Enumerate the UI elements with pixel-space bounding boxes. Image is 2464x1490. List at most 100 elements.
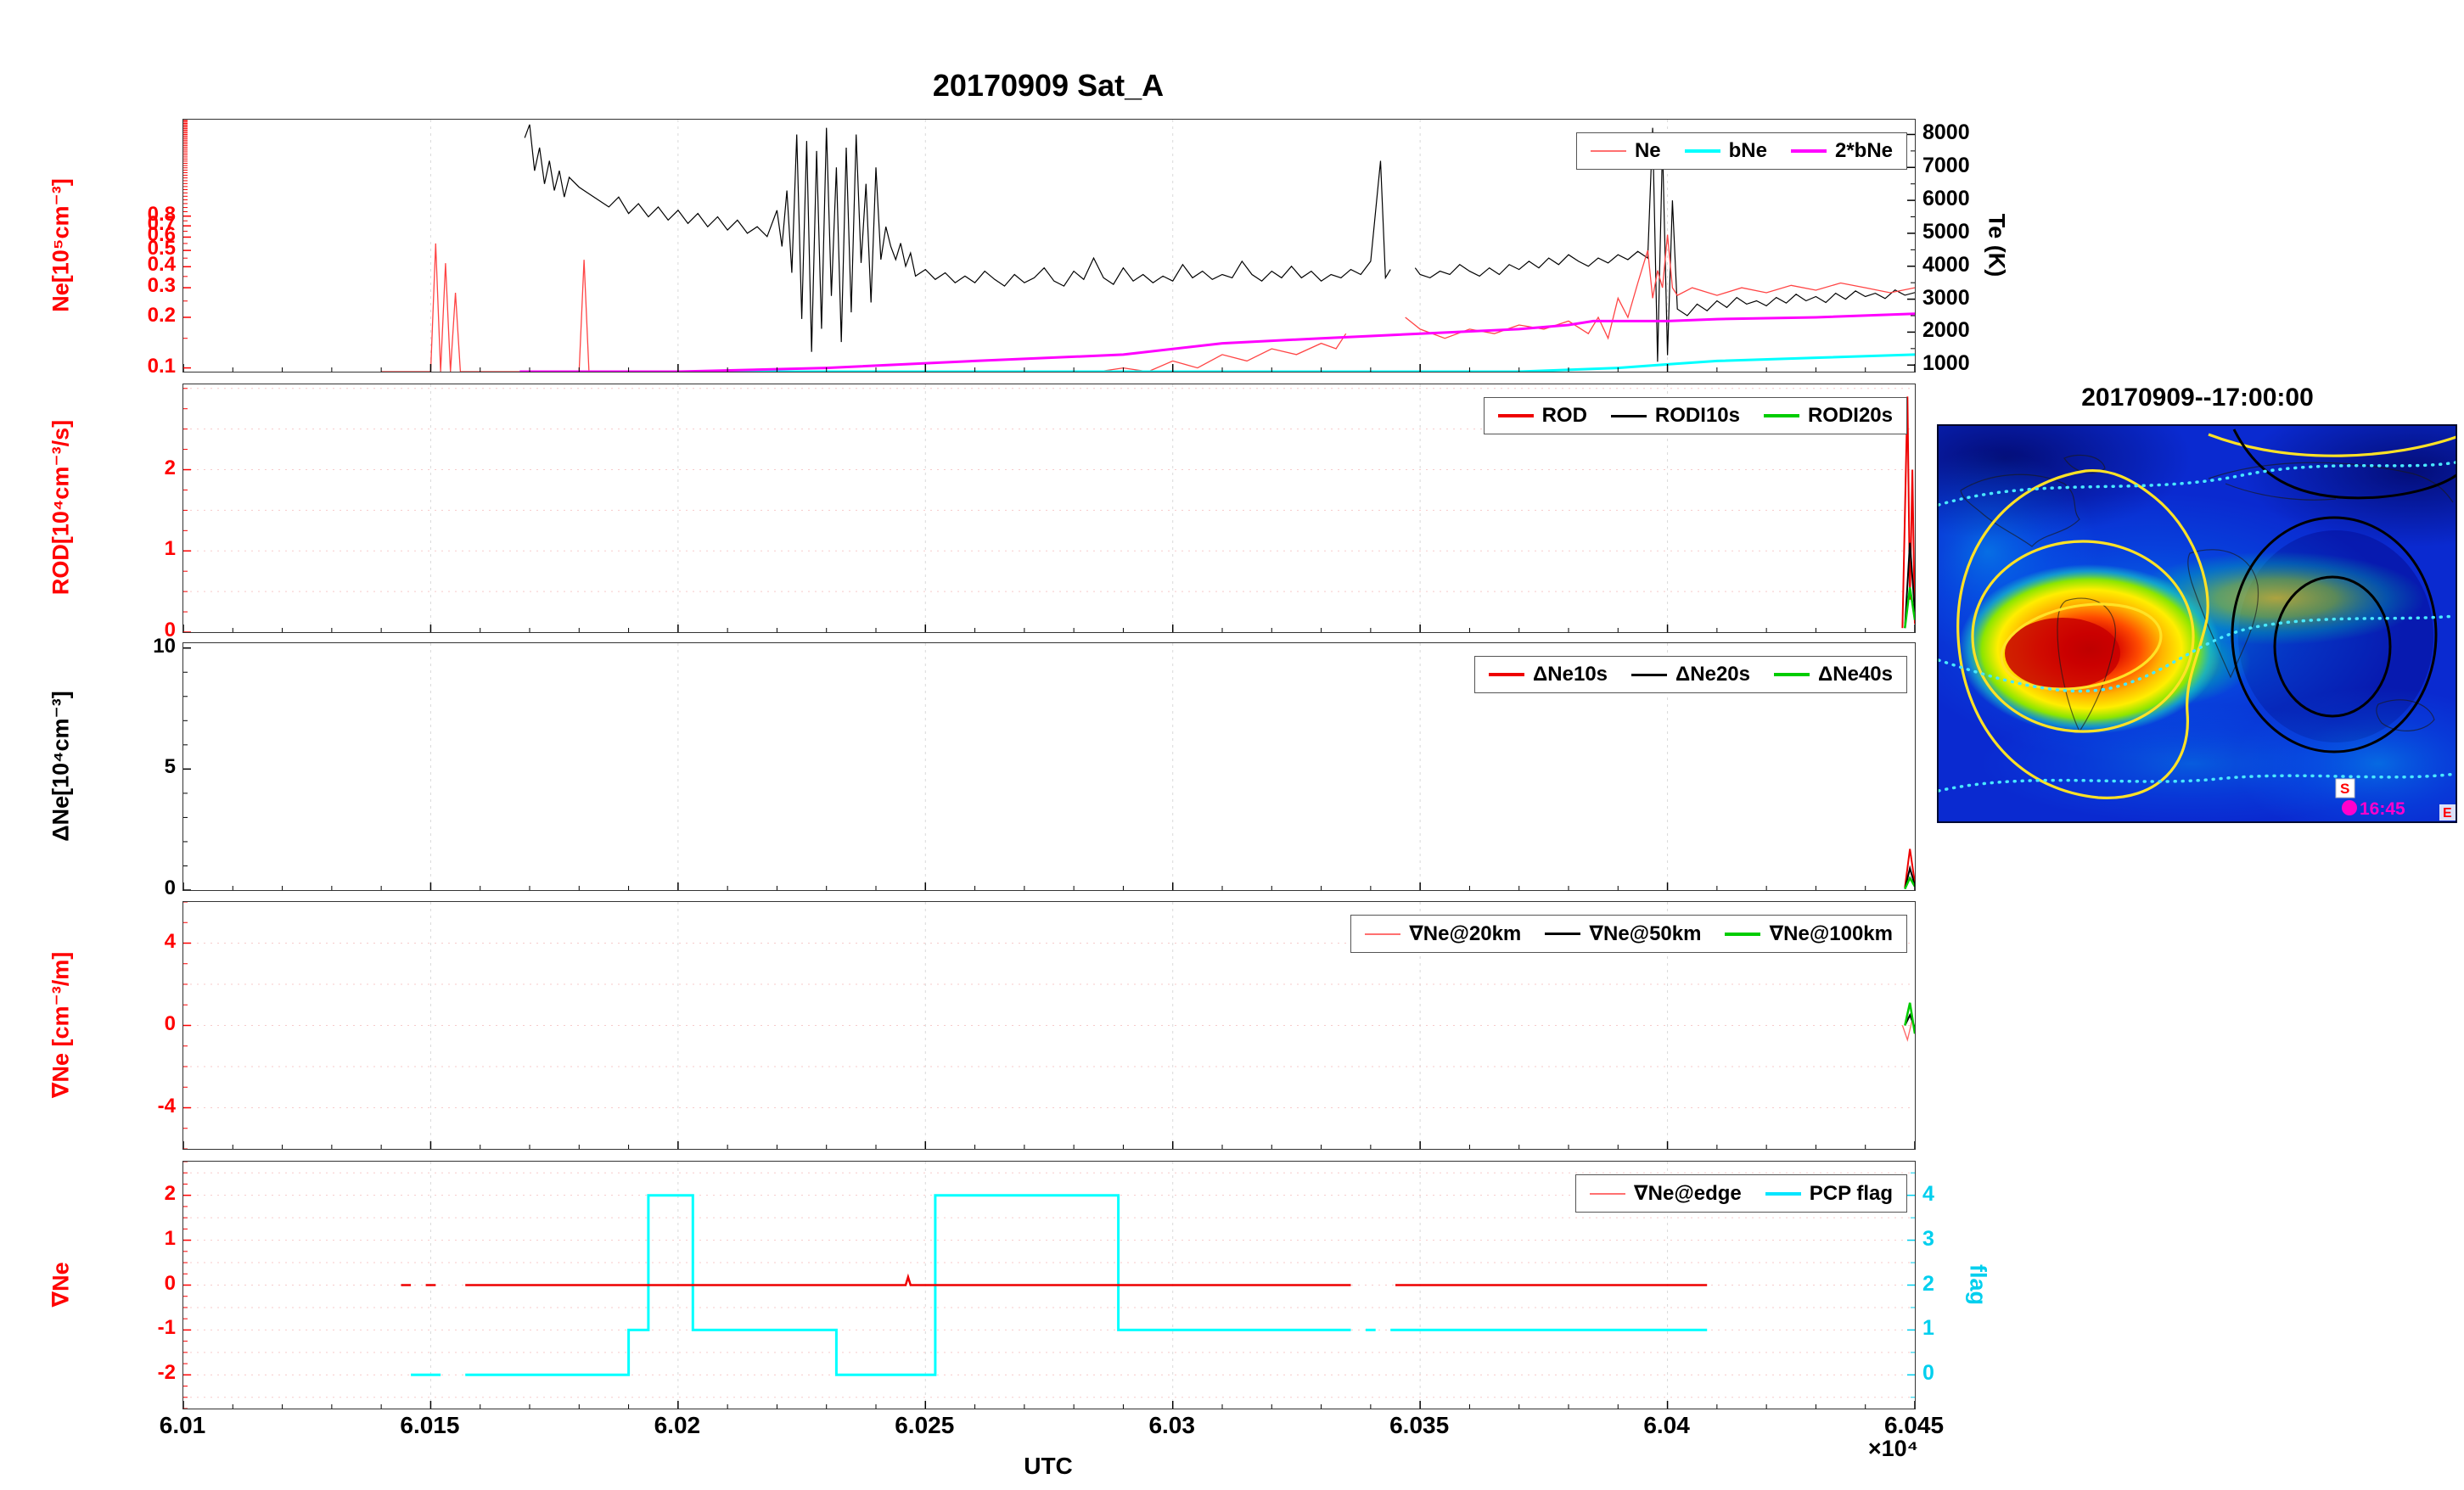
legend-item-∇Ne@edge: ∇Ne@edge [1589,1181,1742,1206]
tick-label-right: 0 [1922,1361,1934,1386]
tick-label-right: 3000 [1922,285,1970,310]
legend-line-sample [1774,673,1810,676]
map-border [1937,424,2457,823]
legend-item-∇Ne@50km: ∇Ne@50km [1545,921,1701,946]
x-tick-label: 6.045 [1883,1412,1945,1438]
tick-label-right: 4 [1922,1181,1934,1206]
time-marker-label: 16:45 [2360,799,2405,819]
legend-rod: ROD RODI10s RODI20s [1483,397,1907,434]
legend-label: bNe [1728,139,1767,162]
map-black-contours [2231,429,2457,753]
axis-label-left-dne: ΔNe[10⁴cm⁻³] [48,690,74,842]
legend-label: ∇Ne@50km [1589,922,1702,945]
tick-label-right: 7000 [1922,154,1970,178]
tick-label-right: 1000 [1922,351,1970,376]
map-hotspot-core [2005,618,2120,689]
x-axis-multiplier: ×10⁴ [1867,1436,1918,1461]
map-dotted-boundaries [1937,461,2457,793]
plot-area-edge_flag [183,1162,1915,1409]
series-∇Ne@edge [401,1273,1708,1286]
legend-item-PCP flag: PCP flag [1765,1182,1893,1206]
legend-item-RODI20s: RODI20s [1763,404,1893,428]
tick-label-right: 5000 [1922,219,1970,244]
legend-line-sample [1684,149,1720,153]
tick-label-left: 0 [164,1011,176,1035]
map-title: 20170909--17:00:00 [2081,384,2314,412]
legend-line-sample [1631,673,1668,676]
tick-label-left: 0.8 [147,202,176,226]
legend-label: ΔNe40s [1818,663,1893,686]
legend-line-sample [1545,933,1581,935]
series-ΔNe10s [1904,849,1915,888]
series-RODI10s [1904,542,1915,629]
tick-label-left: -2 [157,1361,176,1385]
tick-label-right: 2000 [1922,318,1970,343]
tick-label-right: 4000 [1922,252,1970,277]
tick-label-left: -1 [157,1316,176,1340]
legend-label: 2*bNe [1834,139,1893,162]
tick-label-left: 0.6 [147,223,176,247]
legend-label: ∇Ne@edge [1633,1182,1742,1205]
tick-label-right: 8000 [1922,120,1970,145]
plot-area-ne_te [183,120,1915,372]
axis-label-right-edge_flag: flag [1965,1263,1991,1305]
series-ΔNe20s [1904,865,1915,889]
axis-label-left-edge_flag: ∇Ne [48,1261,74,1308]
series-∇Ne@100km [1904,1002,1915,1034]
legend-item-ΔNe10s: ΔNe10s [1489,663,1608,686]
legend-item-ROD: ROD [1497,404,1587,428]
series-bNe [519,353,1915,372]
legend-item-∇Ne@20km: ∇Ne@20km [1365,921,1521,946]
legend-item-∇Ne@100km: ∇Ne@100km [1725,921,1893,946]
legend-line-sample [1589,1192,1625,1195]
legend-item-2*bNe: 2*bNe [1790,139,1893,163]
tick-label-left: 0.5 [147,237,176,260]
legend-item-RODI10s: RODI10s [1610,404,1740,428]
legend-label: Ne [1634,139,1661,162]
legend-ne_te: Ne bNe 2*bNe [1575,132,1907,170]
series-RODI20s [1904,587,1915,629]
tick-label-right: 6000 [1922,187,1970,211]
series-2*bNe [519,312,1915,372]
legend-line-sample [1765,1191,1801,1196]
x-tick-label: 6.04 [1643,1412,1690,1438]
legend-line-sample [1763,414,1799,417]
series-Ne [381,234,1915,372]
tick-label-right: 1 [1922,1316,1934,1341]
axis-label-left-ne_te: Ne[10⁵cm⁻³] [48,177,74,312]
legend-label: ∇Ne@100km [1769,922,1893,945]
x-tick-label: 6.03 [1148,1412,1195,1438]
legend-label: RODI20s [1807,404,1893,427]
legend-item-bNe: bNe [1684,139,1767,163]
legend-label: ∇Ne@20km [1409,922,1522,945]
legend-line-sample [1610,414,1647,417]
legend-grad_ne: ∇Ne@20km ∇Ne@50km ∇Ne@100km [1350,915,1907,953]
x-axis-label: UTC [1024,1453,1073,1479]
legend-item-ΔNe20s: ΔNe20s [1631,663,1750,686]
tick-label-right: 3 [1922,1226,1934,1251]
south-label-box [2335,778,2355,798]
legend-edge_flag: ∇Ne@edge PCP flag [1574,1174,1907,1213]
tick-label-left: 5 [164,755,176,779]
x-tick-label: 6.02 [654,1412,701,1438]
legend-label: ROD [1541,404,1587,427]
tick-label-left: 0 [164,619,176,641]
map-coastlines [1960,454,2454,733]
tick-label-left: 1 [164,1226,176,1250]
x-tick-label: 6.01 [159,1412,206,1438]
axis-label-left-grad_ne: ∇Ne [cm⁻³/m] [48,951,74,1098]
tick-label-left: 1 [164,537,176,561]
legend-dne: ΔNe10s ΔNe20s ΔNe40s [1474,656,1907,693]
south-label: S [2340,781,2349,797]
tick-label-left: 2 [164,1181,176,1205]
satellite-position-dot [2342,800,2357,815]
map-cool-band [1979,704,2404,823]
tick-label-left: 0 [164,877,176,899]
tec-map: S 16:45 E [1937,424,2457,823]
tick-label-left: 0.1 [147,354,176,378]
legend-line-sample [1590,150,1626,152]
axis-label-left-rod: ROD[10⁴cm⁻³/s] [48,419,74,596]
legend-label: RODI10s [1654,404,1740,427]
tick-label-right: 2 [1922,1271,1934,1296]
